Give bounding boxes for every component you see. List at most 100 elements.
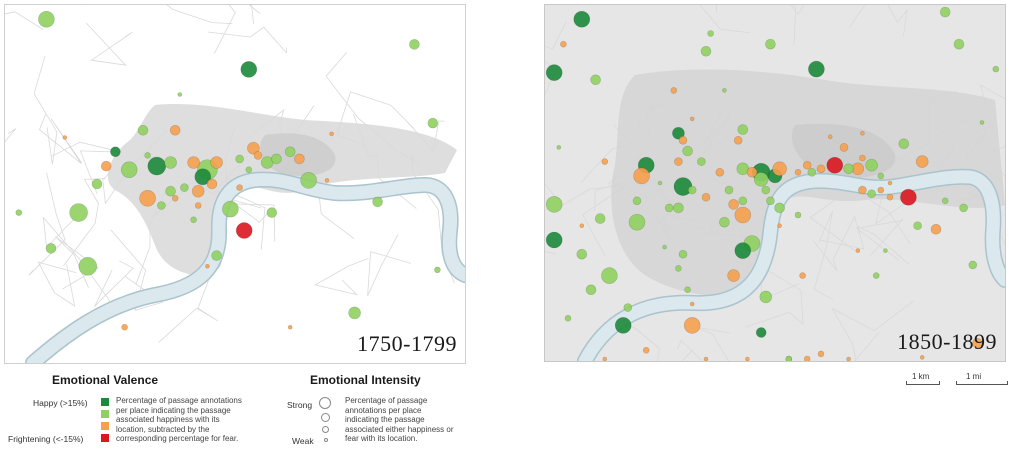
place-marker-darkgreen <box>194 168 212 186</box>
happy-label: Happy (>15%) <box>33 398 88 408</box>
place-marker-orange <box>777 223 782 228</box>
map-1750-1799: 1750-1799 <box>4 4 466 364</box>
place-marker-lightgreen <box>883 248 888 253</box>
place-marker-orange <box>689 116 695 122</box>
intensity-description: Percentage of passage annotations per pl… <box>345 396 475 444</box>
place-marker-orange <box>877 186 885 194</box>
place-marker-orange <box>100 160 112 172</box>
district-line <box>790 5 805 46</box>
place-marker-lightgreen <box>576 248 588 260</box>
place-marker-orange <box>683 317 701 334</box>
district-line <box>820 225 910 265</box>
place-marker-orange <box>827 134 833 139</box>
place-marker-lightgreen <box>722 88 727 93</box>
place-marker-lightgreen <box>556 145 562 150</box>
place-marker-orange <box>329 131 334 137</box>
place-marker-lightgreen <box>594 213 606 224</box>
place-marker-lightgreen <box>700 45 712 57</box>
place-marker-red <box>235 222 253 239</box>
place-marker-orange <box>728 199 739 210</box>
place-marker-orange <box>734 206 752 224</box>
place-marker-darkgreen <box>573 10 591 28</box>
place-marker-orange <box>633 167 650 185</box>
place-marker-lightgreen <box>794 211 802 219</box>
district-line <box>207 26 287 54</box>
place-marker-lightgreen <box>807 168 817 177</box>
frightening-label: Frightening (<-15%) <box>8 434 84 444</box>
place-marker-lightgreen <box>409 39 420 50</box>
place-marker-orange <box>930 224 942 235</box>
valence-desc-line: corresponding percentage for fear. <box>116 434 239 444</box>
place-marker-lightgreen <box>180 183 189 192</box>
place-marker-darkgreen <box>110 146 121 158</box>
place-marker-lightgreen <box>372 196 383 208</box>
place-marker-orange <box>846 356 851 361</box>
place-marker-orange <box>816 164 826 174</box>
place-marker-orange <box>670 87 678 94</box>
place-marker-darkgreen <box>672 126 685 140</box>
place-marker-orange <box>839 143 849 152</box>
scale-mi-bar <box>956 381 1008 385</box>
map-canvas-right <box>545 5 1005 361</box>
strong-label: Strong <box>287 400 313 410</box>
place-marker-orange <box>772 161 787 177</box>
district-line <box>213 5 261 54</box>
place-marker-orange <box>972 337 983 349</box>
place-marker-lightgreen <box>434 266 441 274</box>
district-line <box>676 339 703 361</box>
map-title-left: 1750-1799 <box>357 331 457 356</box>
place-marker-orange <box>187 156 200 169</box>
place-marker-lightgreen <box>877 172 885 180</box>
district-line <box>855 218 904 261</box>
place-marker-orange <box>602 356 608 361</box>
place-marker-darkgreen <box>545 231 563 249</box>
place-marker-lightgreen <box>245 166 253 173</box>
map-title-right: 1850-1899 <box>897 329 997 354</box>
place-marker-orange <box>62 135 68 140</box>
district-line <box>37 261 77 307</box>
district-line <box>693 326 730 361</box>
place-marker-darkgreen <box>147 156 167 176</box>
place-marker-lightgreen <box>164 156 177 169</box>
place-marker-orange <box>324 178 330 183</box>
intensity-circle-medium <box>321 413 330 422</box>
place-marker-orange <box>689 301 695 307</box>
place-marker-orange <box>579 223 585 228</box>
place-marker-lightgreen <box>678 249 688 259</box>
river-thames <box>578 170 1005 361</box>
place-marker-lightgreen <box>632 196 642 206</box>
place-marker-lightgreen <box>684 286 691 294</box>
place-marker-darkgreen <box>545 64 563 81</box>
place-marker-lightgreen <box>266 207 278 218</box>
place-marker-lightgreen <box>687 185 697 195</box>
place-marker-lightgreen <box>144 152 151 159</box>
place-marker-lightgreen <box>872 272 880 279</box>
place-marker-orange <box>860 130 865 136</box>
place-marker-lightgreen <box>601 267 618 284</box>
place-marker-lightgreen <box>682 145 693 157</box>
place-marker-darkgreen <box>614 317 632 334</box>
district-line <box>830 300 915 361</box>
intensity-circle-large <box>319 397 331 409</box>
district-line <box>812 215 860 272</box>
place-marker-lightgreen <box>719 216 730 228</box>
place-marker-orange <box>802 160 812 170</box>
district-line <box>5 11 44 30</box>
intensity-desc-line: associated either happiness or <box>345 424 454 434</box>
place-marker-orange <box>915 155 929 168</box>
place-marker-orange <box>560 40 567 48</box>
place-marker-lightgreen <box>843 163 854 175</box>
place-marker-lightgreen <box>157 201 166 210</box>
place-marker-lightgreen <box>91 178 103 190</box>
place-marker-lightgreen <box>78 256 98 276</box>
place-marker-lightgreen <box>120 161 138 178</box>
place-marker-lightgreen <box>427 117 439 129</box>
river-thames <box>26 173 465 363</box>
swatch-red <box>101 434 109 442</box>
place-marker-lightgreen <box>564 314 572 322</box>
place-marker-orange <box>236 184 243 191</box>
intensity-desc-line: annotations per place <box>345 405 422 415</box>
place-marker-lightgreen <box>69 203 88 222</box>
place-marker-lightgreen <box>585 284 597 296</box>
place-marker-lightgreen <box>697 157 706 166</box>
